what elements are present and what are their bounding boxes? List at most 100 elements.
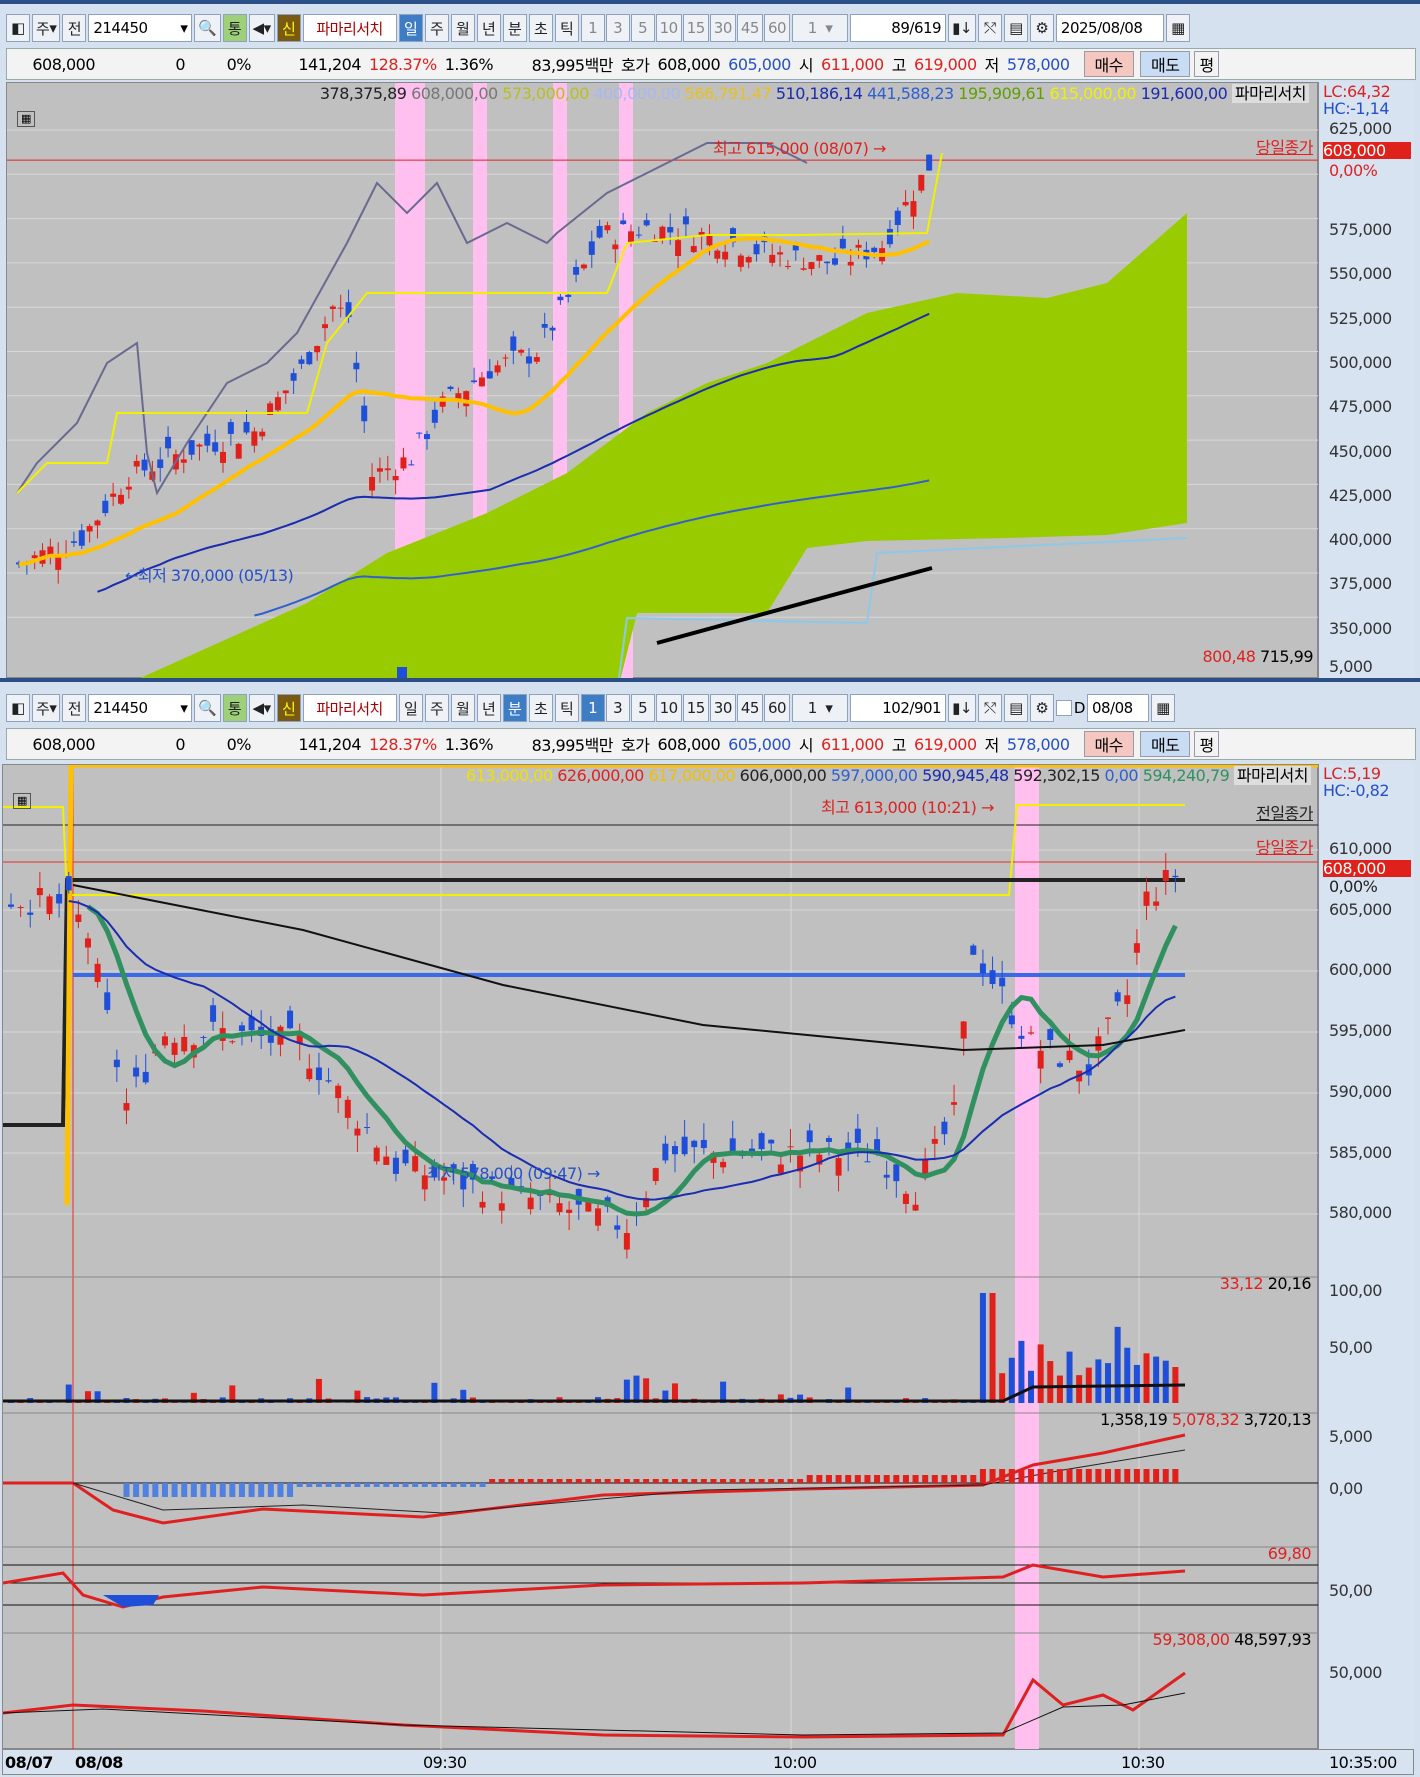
unit-select[interactable]: 1 ▾ <box>792 14 849 42</box>
minute-30[interactable]: 30 <box>709 694 736 722</box>
tab-year[interactable]: 년 <box>476 694 501 722</box>
unit-select[interactable]: 1 ▾ <box>792 694 849 722</box>
indicator-select[interactable]: 파마리서치 <box>302 14 397 42</box>
tab-month[interactable]: 월 <box>450 14 475 42</box>
price-tick: 475,000 <box>1329 397 1392 417</box>
minute-15[interactable]: 15 <box>682 694 709 722</box>
tab-year[interactable]: 년 <box>476 14 501 42</box>
daily-price-axis: LC:64,32 HC:-1,14 625,000 575,000 550,000 5… <box>1318 82 1414 678</box>
minute-1[interactable]: 1 <box>580 694 605 722</box>
minute-45[interactable]: 45 <box>736 694 763 722</box>
tab-minute[interactable]: 분 <box>502 14 527 42</box>
sell-button[interactable]: 매도 <box>1139 731 1191 757</box>
prev-button[interactable]: 전 <box>62 14 87 42</box>
tab-month[interactable]: 월 <box>450 694 475 722</box>
minute-1[interactable]: 1 <box>580 14 605 42</box>
chevron-down-icon[interactable]: ▾ <box>180 699 188 717</box>
market-select[interactable]: 주 ▾ <box>32 14 61 42</box>
candle <box>585 1199 592 1212</box>
count-input[interactable]: 89/619 <box>850 14 947 42</box>
candle <box>376 468 383 472</box>
candle <box>86 526 93 532</box>
date-input[interactable]: 2025/08/08 <box>1055 14 1164 42</box>
chevron-down-icon[interactable]: ▾ <box>180 19 188 37</box>
price-tick: 575,000 <box>1329 220 1392 239</box>
open-price: 611,000 <box>821 734 884 754</box>
candle <box>65 876 72 891</box>
buy-button[interactable]: 매수 <box>1083 731 1134 757</box>
macd-histogram-bar <box>643 1479 650 1483</box>
minute-10[interactable]: 10 <box>655 694 682 722</box>
market-select[interactable]: 주 ▾ <box>32 694 61 722</box>
candle <box>384 468 391 471</box>
grid-icon[interactable]: ▦ <box>17 111 35 127</box>
save-icon[interactable]: ▤ <box>1003 14 1028 42</box>
volume-bar <box>1066 1351 1073 1403</box>
date-input[interactable]: 08/08 <box>1086 694 1149 722</box>
line-type-icon[interactable]: ⤲ <box>977 694 1002 722</box>
candle <box>441 1177 448 1181</box>
tab-second[interactable]: 초 <box>528 694 553 722</box>
shin-button[interactable]: 신 <box>276 14 301 42</box>
gear-icon[interactable]: ⚙ <box>1029 694 1054 722</box>
minute-3[interactable]: 3 <box>605 14 630 42</box>
candle <box>533 357 540 362</box>
minute-30[interactable]: 30 <box>709 14 736 42</box>
prev-button[interactable]: 전 <box>62 694 87 722</box>
layout-icon[interactable]: ◧ <box>6 14 30 42</box>
save-icon[interactable]: ▤ <box>1003 694 1028 722</box>
speaker-icon[interactable]: ◀▾ <box>248 694 275 722</box>
minute-10[interactable]: 10 <box>655 14 682 42</box>
candle-type-icon[interactable]: ▮↓ <box>948 14 976 42</box>
tab-week[interactable]: 주 <box>424 14 449 42</box>
calendar-icon[interactable]: ▦ <box>1165 14 1190 42</box>
candle <box>243 421 250 433</box>
grid-icon[interactable]: ▦ <box>13 793 31 809</box>
macd-histogram-bar <box>354 1483 361 1487</box>
speaker-icon[interactable]: ◀▾ <box>248 14 275 42</box>
stock-code-input[interactable]: 214450 ▾ <box>88 694 193 722</box>
indicator-select[interactable]: 파마리서치 <box>302 694 397 722</box>
sell-button[interactable]: 매도 <box>1139 51 1191 77</box>
tab-day[interactable]: 일 <box>398 694 423 722</box>
candle <box>171 1042 178 1055</box>
macd-histogram-bar <box>1114 1469 1121 1483</box>
layout-icon[interactable]: ◧ <box>6 694 30 722</box>
tab-minute[interactable]: 분 <box>502 694 527 722</box>
d-checkbox[interactable] <box>1055 700 1072 716</box>
line-type-icon[interactable]: ⤲ <box>977 14 1002 42</box>
macd-histogram-bar <box>450 1483 457 1487</box>
macd-histogram-bar <box>258 1483 265 1497</box>
gear-icon[interactable]: ⚙ <box>1029 14 1054 42</box>
buy-button[interactable]: 매수 <box>1083 51 1134 77</box>
calendar-icon[interactable]: ▦ <box>1150 694 1175 722</box>
minute-45[interactable]: 45 <box>736 14 763 42</box>
daily-price-chart[interactable]: 378,375,89 608,000,00 573,000,00 400,000… <box>6 82 1319 679</box>
search-icon[interactable]: 🔍 <box>194 694 221 722</box>
avg-button[interactable]: 평 <box>1194 731 1219 757</box>
minute-60[interactable]: 60 <box>763 694 791 722</box>
price-tick: 350,000 <box>1329 618 1392 638</box>
minute-5[interactable]: 5 <box>630 14 655 42</box>
avg-button[interactable]: 평 <box>1194 51 1219 77</box>
count-input[interactable]: 102/901 <box>850 694 947 722</box>
tab-week[interactable]: 주 <box>424 694 449 722</box>
minute-5[interactable]: 5 <box>630 694 655 722</box>
candle <box>886 228 893 245</box>
macd-histogram-bar <box>1133 1469 1140 1483</box>
tab-day[interactable]: 일 <box>398 14 423 42</box>
tab-second[interactable]: 초 <box>528 14 553 42</box>
tab-tick[interactable]: 틱 <box>554 14 579 42</box>
minute-price-chart[interactable]: 613,000,00 626,000,00 617,000,00 606,000… <box>2 764 1319 1750</box>
minute-3[interactable]: 3 <box>605 694 630 722</box>
candle-type-icon[interactable]: ▮↓ <box>948 694 976 722</box>
stock-code-input[interactable]: 214450 ▾ <box>88 14 193 42</box>
ichimoku-cloud <box>138 213 1187 679</box>
minute-60[interactable]: 60 <box>763 14 791 42</box>
tong-button[interactable]: 통 <box>222 14 247 42</box>
tab-tick[interactable]: 틱 <box>554 694 579 722</box>
tong-button[interactable]: 통 <box>222 694 247 722</box>
minute-15[interactable]: 15 <box>682 14 709 42</box>
shin-button[interactable]: 신 <box>276 694 301 722</box>
search-icon[interactable]: 🔍 <box>194 14 221 42</box>
